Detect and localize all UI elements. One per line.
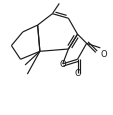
Text: O: O [59,60,65,69]
Text: O: O [74,69,80,78]
Text: O: O [100,50,106,59]
